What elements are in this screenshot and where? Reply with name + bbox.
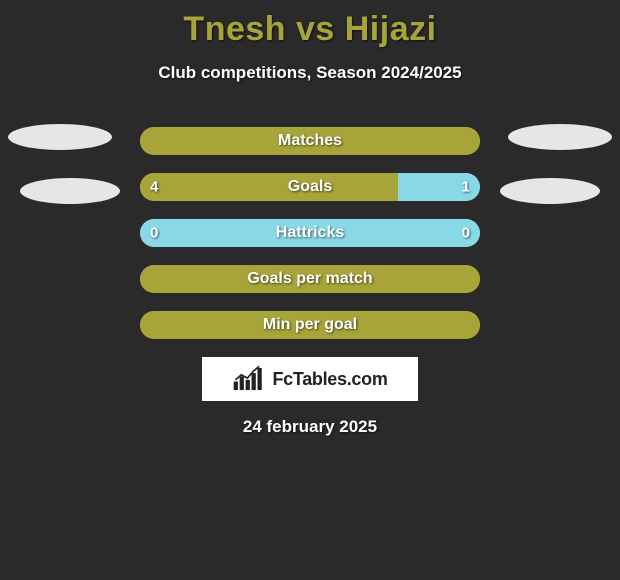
bar-track: Hattricks xyxy=(140,219,480,247)
bar-fill-left xyxy=(140,173,398,201)
subtitle: Club competitions, Season 2024/2025 xyxy=(0,63,620,83)
page-title: Tnesh vs Hijazi xyxy=(0,0,620,49)
stat-value-right: 1 xyxy=(462,179,470,196)
stat-value-left: 0 xyxy=(150,225,158,242)
decorative-ellipse xyxy=(8,124,112,150)
stat-row: Min per goal xyxy=(10,311,610,339)
decorative-ellipse xyxy=(500,178,600,204)
logo-box: FcTables.com xyxy=(202,357,418,401)
bar-label: Goals per match xyxy=(247,270,372,288)
decorative-ellipse xyxy=(20,178,120,204)
stat-value-left: 4 xyxy=(150,179,158,196)
decorative-ellipse xyxy=(508,124,612,150)
date-line: 24 february 2025 xyxy=(0,417,620,437)
stat-row: Goals per match xyxy=(10,265,610,293)
bar-label: Min per goal xyxy=(263,316,357,334)
bar-track: Min per goal xyxy=(140,311,480,339)
bars-logo-icon xyxy=(232,366,266,392)
bar-track: Matches xyxy=(140,127,480,155)
stats-area: Matches Goals 4 1 Hattricks 0 0 Goals per match… xyxy=(0,127,620,339)
stat-row: Hattricks 0 0 xyxy=(10,219,610,247)
bar-label: Goals xyxy=(288,178,332,196)
bar-label: Hattricks xyxy=(276,224,344,242)
bar-track: Goals xyxy=(140,173,480,201)
bar-label: Matches xyxy=(278,132,342,150)
logo-text: FcTables.com xyxy=(272,369,387,390)
bar-track: Goals per match xyxy=(140,265,480,293)
stat-value-right: 0 xyxy=(462,225,470,242)
